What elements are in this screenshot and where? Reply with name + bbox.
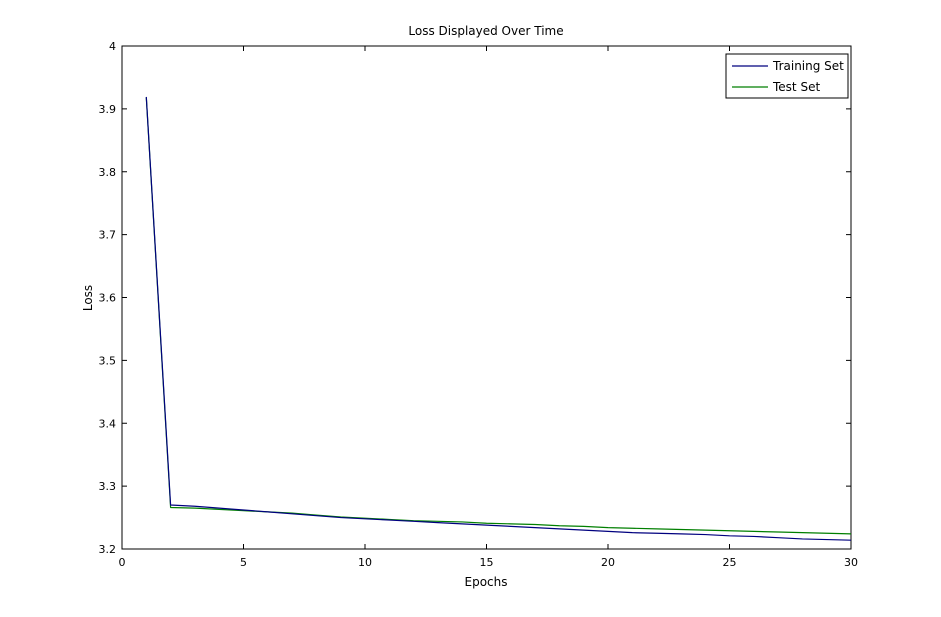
y-axis-title: Loss: [81, 285, 95, 311]
x-tick-label: 25: [723, 556, 737, 569]
y-tick-label: 3.6: [99, 292, 117, 305]
y-tick-label: 3.2: [99, 543, 117, 556]
x-tick-label: 15: [480, 556, 494, 569]
x-axis-title: Epochs: [465, 575, 508, 589]
chart-title: Loss Displayed Over Time: [408, 24, 563, 38]
series-line-test-set: [145, 97, 852, 535]
plot-area: 0 5 10 15 20 25 30 3.2 3.3 3.4 3.5 3.6 3.7 3.8 3.9 4: [99, 40, 859, 569]
x-tick-label: 10: [358, 556, 372, 569]
y-tick-label: 3.9: [99, 103, 117, 116]
y-tick-label: 3.3: [99, 480, 117, 493]
x-tick-label: 30: [844, 556, 858, 569]
legend-box: [725, 53, 849, 99]
y-tick-label: 3.4: [99, 417, 117, 430]
legend-entry-label: Training Set: [772, 59, 844, 73]
x-tick-label: 5: [240, 556, 247, 569]
series-line-training-set: [145, 96, 852, 541]
y-tick-label: 3.7: [99, 229, 117, 242]
y-tick-label: 3.8: [99, 166, 117, 179]
x-tick-label: 20: [601, 556, 615, 569]
legend: Training Set Test Set: [725, 53, 849, 99]
x-tick-label: 0: [119, 556, 126, 569]
legend-entry-label: Test Set: [772, 80, 820, 94]
y-tick-label: 3.5: [99, 354, 117, 367]
y-tick-label: 4: [109, 40, 116, 53]
plot-frame: [121, 45, 852, 550]
